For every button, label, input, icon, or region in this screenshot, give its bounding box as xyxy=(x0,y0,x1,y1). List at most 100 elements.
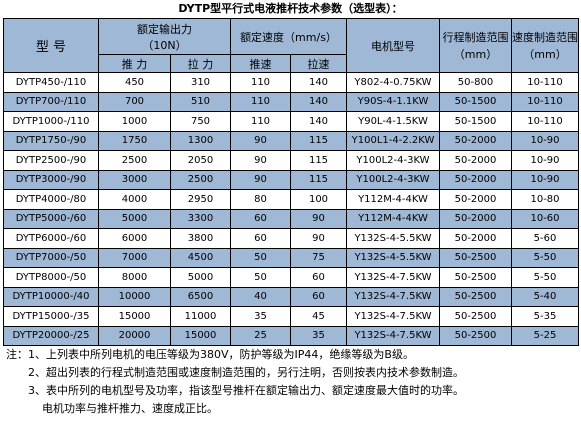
table-row: DYTP4000-/80 4000 2950 80 100 Y112M-4-4KW 50-2… xyxy=(3,189,579,210)
cell-stroke: 50-2000 xyxy=(439,208,512,229)
note-item: 电机功率与推杆推力、速度成正比。 xyxy=(42,402,218,415)
cell-model: DYTP450-/110 xyxy=(3,72,99,93)
notes-label: 注： xyxy=(6,348,28,361)
cell-push: 10000 xyxy=(98,286,171,307)
cell-speed-range: 10-110 xyxy=(511,111,579,132)
cell-speed-range: 5-35 xyxy=(511,306,579,327)
cell-motor: Y802-4-0.75KW xyxy=(346,72,440,93)
cell-pull: 310 xyxy=(170,72,231,93)
cell-model: DYTP6000-/60 xyxy=(3,228,99,249)
cell-pull: 2950 xyxy=(170,189,231,210)
cell-motor: Y132S-4-5.5KW xyxy=(346,247,440,268)
cell-motor: Y90L-4-1.5KW xyxy=(346,111,440,132)
cell-push: 8000 xyxy=(98,267,171,288)
cell-pull-speed: 75 xyxy=(290,247,347,268)
cell-push-speed: 60 xyxy=(230,228,291,249)
cell-model: DYTP700-/110 xyxy=(3,91,99,112)
note-text: 1、上列表中所列电机的电压等级为380V，防护等级为IP44，绝缘等级为B级。 xyxy=(28,348,414,361)
header-pull-speed: 拉速 xyxy=(290,54,347,73)
cell-pull: 4500 xyxy=(170,247,231,268)
cell-motor: Y132S-4-7.5KW xyxy=(346,306,440,327)
note-item: 2、超出列表的行程式制造范围或速度制造范围的，另行注明，否则按表内技术参数制造。 xyxy=(28,366,464,379)
cell-speed-range: 10-90 xyxy=(511,130,579,151)
cell-push: 6000 xyxy=(98,228,171,249)
cell-speed-range: 5-60 xyxy=(511,228,579,249)
cell-pull-speed: 35 xyxy=(290,325,347,346)
header-pull: 拉 力 xyxy=(170,54,231,73)
cell-model: DYTP1750-/90 xyxy=(3,130,99,151)
cell-push-speed: 60 xyxy=(230,208,291,229)
note-item: 3、表中所列的电机型号及功率，指该型号推杆在额定输出力、额定速度最大值时的功率。 xyxy=(28,384,464,397)
cell-model: DYTP5000-/60 xyxy=(3,208,99,229)
cell-speed-range: 10-60 xyxy=(511,208,579,229)
cell-stroke: 50-2500 xyxy=(439,325,512,346)
spec-table: 型 号 额定输出力 （10N） 额定速度（mm/s） 电机型号 行程制造范围（m… xyxy=(3,18,579,346)
table-title: DYTP型平行式电液推杆技术参数（选型表）： xyxy=(178,2,403,15)
table-row: DYTP8000-/50 8000 5000 50 60 Y132S-4-7.5KW 50-… xyxy=(3,267,579,288)
cell-model: DYTP20000-/25 xyxy=(3,325,99,346)
cell-model: DYTP2500-/90 xyxy=(3,150,99,171)
cell-motor: Y132S-4-7.5KW xyxy=(346,286,440,307)
cell-pull: 2050 xyxy=(170,150,231,171)
cell-push-speed: 110 xyxy=(230,72,291,93)
cell-model: DYTP1000-/110 xyxy=(3,111,99,132)
cell-push: 1750 xyxy=(98,130,171,151)
cell-model: DYTP4000-/80 xyxy=(3,189,99,210)
cell-stroke: 50-2000 xyxy=(439,228,512,249)
cell-model: DYTP10000-/40 xyxy=(3,286,99,307)
table-row: DYTP10000-/40 10000 6500 40 60 Y132S-4-7.5KW 5… xyxy=(3,286,579,307)
cell-motor: Y112M-4-4KW xyxy=(346,208,440,229)
cell-pull: 5000 xyxy=(170,267,231,288)
cell-push: 3000 xyxy=(98,169,171,190)
cell-motor: Y112M-4-4KW xyxy=(346,189,440,210)
header-model: 型 号 xyxy=(3,18,99,73)
header-push: 推 力 xyxy=(98,54,171,73)
cell-push: 2500 xyxy=(98,150,171,171)
cell-push: 700 xyxy=(98,91,171,112)
cell-push-speed: 110 xyxy=(230,111,291,132)
cell-stroke: 50-1500 xyxy=(439,91,512,112)
cell-push: 4000 xyxy=(98,189,171,210)
cell-push: 15000 xyxy=(98,306,171,327)
notes-section: 注：1、上列表中所列电机的电压等级为380V，防护等级为IP44，绝缘等级为B级… xyxy=(6,346,576,418)
cell-stroke: 50-2500 xyxy=(439,286,512,307)
header-speed: 额定速度（mm/s） xyxy=(230,18,347,55)
table-row: DYTP450-/110 450 310 110 140 Y802-4-0.75KW 50-… xyxy=(3,72,579,93)
cell-push-speed: 35 xyxy=(230,306,291,327)
table-row: DYTP1750-/90 1750 1300 90 115 Y100L1-4-2.2KW 5… xyxy=(3,130,579,151)
cell-pull-speed: 90 xyxy=(290,208,347,229)
cell-speed-range: 5-50 xyxy=(511,267,579,288)
cell-pull-speed: 140 xyxy=(290,72,347,93)
cell-push: 1000 xyxy=(98,111,171,132)
cell-motor: Y100L1-4-2.2KW xyxy=(346,130,440,151)
spec-table-body: DYTP450-/110 450 310 110 140 Y802-4-0.75KW 50-… xyxy=(3,72,579,346)
cell-stroke: 50-1500 xyxy=(439,111,512,132)
cell-push: 20000 xyxy=(98,325,171,346)
cell-speed-range: 10-90 xyxy=(511,150,579,171)
cell-stroke: 50-2000 xyxy=(439,189,512,210)
cell-speed-range: 5-40 xyxy=(511,286,579,307)
cell-stroke: 50-2000 xyxy=(439,150,512,171)
cell-pull: 11000 xyxy=(170,306,231,327)
table-row: DYTP700-/110 700 510 110 140 Y90S-4-1.1KW 50-1… xyxy=(3,91,579,112)
cell-pull-speed: 140 xyxy=(290,91,347,112)
cell-pull-speed: 100 xyxy=(290,189,347,210)
cell-pull-speed: 115 xyxy=(290,130,347,151)
cell-push: 7000 xyxy=(98,247,171,268)
cell-speed-range: 10-90 xyxy=(511,169,579,190)
cell-motor: Y100L2-4-3KW xyxy=(346,169,440,190)
cell-pull-speed: 45 xyxy=(290,306,347,327)
cell-push: 450 xyxy=(98,72,171,93)
cell-speed-range: 10-110 xyxy=(511,91,579,112)
cell-pull: 1300 xyxy=(170,130,231,151)
table-row: DYTP7000-/50 7000 4500 50 75 Y132S-4-5.5KW 50-… xyxy=(3,247,579,268)
cell-speed-range: 5-25 xyxy=(511,325,579,346)
cell-push-speed: 50 xyxy=(230,247,291,268)
cell-motor: Y90S-4-1.1KW xyxy=(346,91,440,112)
cell-pull: 2500 xyxy=(170,169,231,190)
cell-pull-speed: 60 xyxy=(290,267,347,288)
cell-model: DYTP3000-/90 xyxy=(3,169,99,190)
cell-push-speed: 90 xyxy=(230,169,291,190)
cell-push-speed: 110 xyxy=(230,91,291,112)
header-output-force: 额定输出力 （10N） xyxy=(98,18,231,55)
